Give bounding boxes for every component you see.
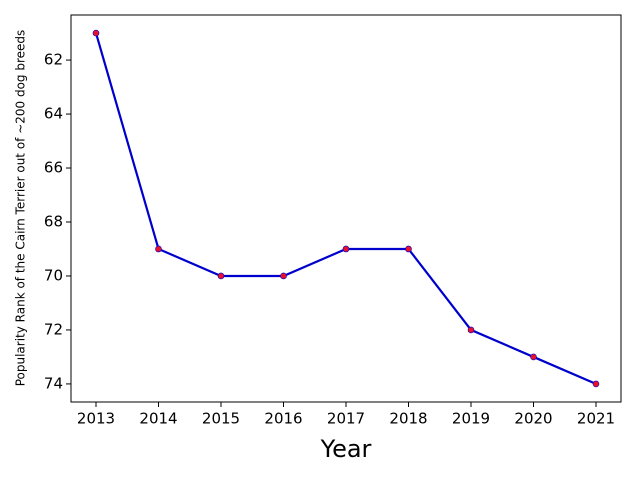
point — [280, 272, 287, 280]
point — [92, 29, 100, 37]
point — [217, 272, 225, 280]
point — [467, 326, 475, 334]
x-tick-label: 2019 — [452, 410, 490, 428]
plot-frame — [70, 14, 622, 403]
x-tick-label: 2016 — [264, 410, 302, 428]
x-tick-label: 2021 — [577, 410, 615, 428]
y-tick-label: 66 — [44, 159, 63, 177]
y-tick-label: 72 — [44, 320, 63, 338]
x-tick-label: 2017 — [327, 410, 365, 428]
point — [405, 245, 412, 253]
point — [155, 245, 162, 253]
x-tick-label: 2013 — [77, 410, 115, 428]
x-tick-label: 2018 — [389, 410, 427, 428]
y-tick-label: 70 — [44, 266, 63, 284]
y-tick-label: 64 — [44, 105, 63, 123]
point — [530, 353, 537, 361]
x-tick-label: 2015 — [202, 410, 240, 428]
y-tick-label: 62 — [44, 51, 63, 69]
y-tick-label: 68 — [44, 212, 63, 230]
point — [592, 380, 600, 388]
point — [342, 245, 350, 253]
x-tick-label: 2020 — [514, 410, 552, 428]
x-tick-label: 2014 — [139, 410, 177, 428]
y-tick-label: 74 — [44, 374, 63, 392]
y-axis-label: Popularity Rank of the Cairn Terrier out… — [14, 30, 28, 387]
x-axis-label: Year — [320, 435, 372, 463]
